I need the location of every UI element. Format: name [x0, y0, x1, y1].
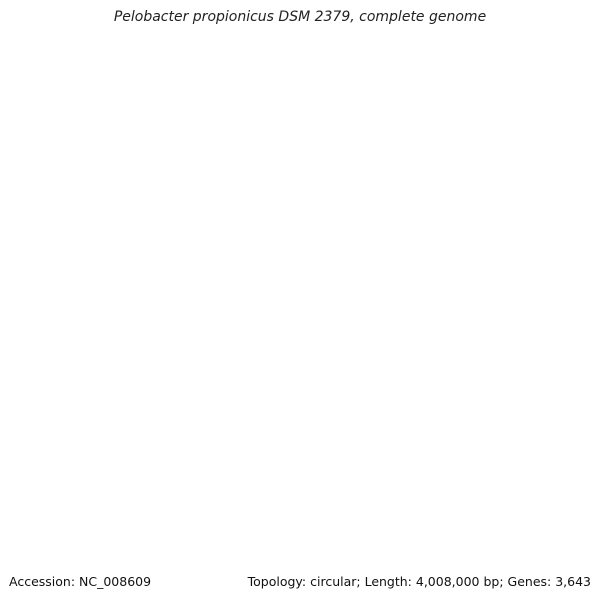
accession-text: Accession: NC_008609	[9, 574, 152, 589]
genome-summary-text: Topology: circular; Length: 4,008,000 bp…	[247, 574, 591, 589]
map-title: Pelobacter propionicus DSM 2379, complet…	[113, 9, 487, 25]
